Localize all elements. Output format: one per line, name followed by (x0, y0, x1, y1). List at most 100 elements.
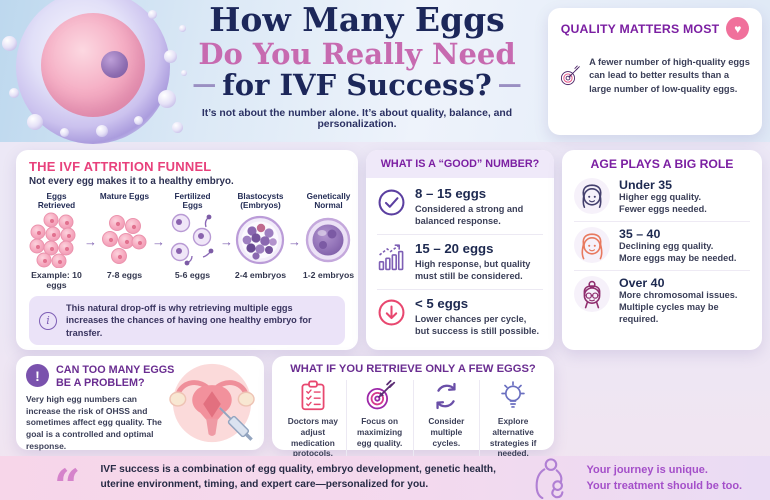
quality-matters-card: QUALITY MATTERS MOST ♥ A fewer number of… (548, 8, 762, 135)
funnel-note: i This natural drop-off is why retrievin… (29, 295, 345, 346)
bubble (172, 122, 183, 133)
lightbulb-icon (501, 381, 525, 408)
age-range: Under 35 (619, 178, 673, 192)
page-title-line2: Do You Really Need (198, 36, 516, 71)
good-item-8-15: 8 – 15 eggs Considered a strong and bala… (377, 180, 543, 234)
age-desc: More eggs may be needed. (619, 252, 737, 263)
egg-cytoplasm (41, 13, 145, 117)
good-desc: Lower chances per cycle, but success is … (415, 313, 540, 337)
good-number-title: WHAT IS A “GOOD” NUMBER? (366, 150, 554, 178)
page-title-line3: — for IVF Success? — (168, 69, 546, 102)
bubble (181, 70, 187, 76)
journey-text: Your journey is unique. Your treatment s… (586, 463, 743, 493)
funnel-stage-fertilized-eggs: Fertilized Eggs (165, 192, 220, 280)
arrow-right-icon: → (84, 234, 97, 249)
few-eggs-items: Doctors may adjust medication protocols.… (280, 380, 546, 460)
funnel-stage-blastocysts: Blastocysts (Embryos) (233, 192, 288, 280)
eggs-retrieved-illustration (29, 211, 84, 268)
good-item-15-20: 15 – 20 eggs High response, but quality … (377, 233, 543, 289)
age-desc: Multiple cycles may be required. (619, 301, 719, 324)
age-range: Over 40 (619, 275, 665, 290)
funnel-note-text: This natural drop-off is why retrieving … (66, 302, 312, 338)
age-role-card: AGE PLAYS A BIG ROLE Under 35 Higher egg… (562, 150, 762, 350)
age-range: 35 – 40 (619, 226, 661, 241)
clipboard-checklist-icon (301, 380, 325, 411)
egg-cell-illustration (0, 0, 192, 144)
bubble (2, 36, 17, 51)
bubble (164, 50, 177, 63)
funnel-stage-eggs-retrieved: Eggs Retrieved (29, 192, 84, 291)
exclamation-icon: ! (26, 364, 49, 387)
arrow-right-icon: → (220, 234, 233, 249)
age-desc: Declining egg quality. (619, 240, 714, 251)
young-woman-icon (582, 184, 602, 208)
mature-eggs-illustration (97, 211, 152, 268)
healthy-embryo-illustration (301, 211, 356, 268)
age-item-35-40: 35 – 40 Declining egg quality. More eggs… (574, 220, 750, 270)
title-dash-right: — (497, 69, 522, 99)
header: How Many Eggs Do You Really Need — for IV… (0, 0, 770, 144)
good-number-items: 8 – 15 eggs Considered a strong and bala… (366, 178, 554, 346)
bubble (96, 125, 108, 137)
page-subtitle: It’s not about the number alone. It’s ab… (201, 108, 513, 131)
good-range: 15 – 20 eggs (415, 240, 494, 256)
age-desc: Fewer eggs needed. (619, 203, 707, 214)
fertilized-eggs-illustration (165, 211, 220, 268)
info-icon: i (39, 311, 57, 330)
age-desc: Higher egg quality. (619, 192, 702, 202)
problem-text: Very high egg numbers can increase the r… (26, 393, 162, 451)
middle-age-woman-icon (581, 233, 603, 260)
funnel-title: THE IVF ATTRITION FUNNEL (29, 159, 212, 174)
few-eggs-title: WHAT IF YOU RETRIEVE ONLY A FEW EGGS? (290, 363, 536, 375)
quality-body: A fewer number of high-quality eggs can … (559, 45, 751, 107)
good-range: 8 – 15 eggs (415, 186, 487, 201)
bubble (9, 88, 19, 98)
cycle-arrows-icon (436, 382, 456, 410)
footer-quote-bar: “ IVF success is a combination of egg qu… (0, 456, 770, 500)
blastocyst-illustration (233, 211, 288, 268)
mother-baby-icon (536, 458, 564, 499)
title-block: How Many Eggs Do You Really Need — for IV… (168, 0, 546, 131)
few-eggs-card: WHAT IF YOU RETRIEVE ONLY A FEW EGGS? Do… (272, 356, 554, 460)
age-item-under-35: Under 35 Higher egg quality. Fewer eggs … (574, 173, 750, 221)
arrow-right-icon: → (288, 234, 301, 249)
age-title: AGE PLAYS A BIG ROLE (590, 157, 734, 171)
good-desc: Considered a strong and balanced respons… (415, 204, 524, 227)
uterus-syringe-illustration (164, 361, 260, 450)
egg-nucleus (101, 51, 128, 78)
age-desc: More chromosomal issues. (619, 289, 738, 300)
bubble (158, 90, 176, 108)
rising-bars-icon (378, 244, 404, 271)
page-title-line1: How Many Eggs (209, 0, 505, 39)
few-item-protocols: Doctors may adjust medication protocols. (280, 380, 346, 459)
target-arrow-icon (366, 380, 395, 410)
funnel-stage-mature-eggs: Mature Eggs 7-8 eggs (97, 192, 152, 280)
good-item-under-5: < 5 eggs Lower chances per cycle, but su… (377, 288, 543, 344)
few-item-strategies: Explore alternative strategies if needed… (479, 380, 546, 460)
problem-title: CAN TOO MANY EGGS BE A PROBLEM? (56, 364, 175, 389)
good-range: < 5 eggs (415, 295, 469, 311)
bubble (27, 114, 43, 130)
problem-header: ! CAN TOO MANY EGGS BE A PROBLEM? (26, 364, 176, 390)
check-circle-icon (378, 189, 405, 216)
heart-icon: ♥ (726, 17, 750, 40)
arrow-right-icon: → (152, 234, 165, 249)
too-many-eggs-card: ! CAN TOO MANY EGGS BE A PROBLEM? Very h… (16, 356, 264, 451)
attrition-funnel-card: THE IVF ATTRITION FUNNEL Not every egg m… (16, 150, 358, 350)
bubble (60, 128, 69, 137)
target-arrow-icon (560, 65, 580, 86)
bubble (179, 25, 186, 32)
quality-text: A fewer number of high-quality eggs can … (589, 56, 750, 94)
funnel-subtitle: Not every egg makes it to a healthy embr… (29, 176, 234, 187)
down-arrow-circle-icon (378, 299, 405, 326)
few-item-quality: Focus on maximizing egg quality. (345, 380, 413, 460)
footer-quote: IVF success is a combination of egg qual… (100, 464, 496, 490)
bubble (134, 116, 143, 125)
good-desc: High response, but quality must still be… (415, 258, 531, 282)
funnel-stages: Eggs Retrieved (29, 192, 354, 291)
title-dash-left: — (192, 69, 217, 99)
quality-title-row: QUALITY MATTERS MOST ♥ (559, 17, 751, 40)
bubble (148, 10, 157, 19)
few-item-cycles: Consider multiple cycles. (412, 380, 480, 460)
